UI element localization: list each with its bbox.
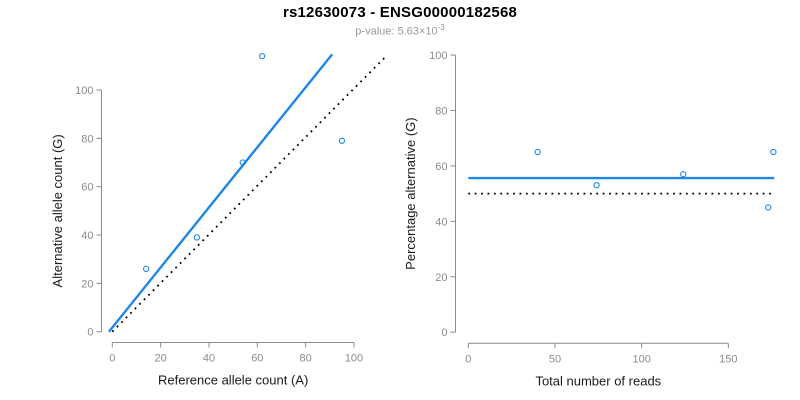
x-tick-label: 60 bbox=[251, 353, 263, 365]
y-tick-label: 40 bbox=[81, 230, 93, 242]
fit-line bbox=[107, 53, 334, 333]
y-tick-label: 20 bbox=[435, 272, 447, 284]
x-tick-label: 40 bbox=[203, 353, 215, 365]
y-tick-label: 80 bbox=[435, 105, 447, 117]
y-tick-label: 80 bbox=[81, 133, 93, 145]
y-axis-title: Alternative allele count (G) bbox=[50, 134, 65, 287]
p-value-text: p-value: 5.63×10 bbox=[355, 25, 438, 38]
data-point bbox=[534, 148, 541, 156]
x-tick-label: 0 bbox=[109, 353, 115, 365]
y-tick-label: 0 bbox=[441, 327, 447, 339]
y-tick-label: 40 bbox=[435, 216, 447, 228]
data-point bbox=[770, 148, 777, 156]
x-axis-title: Total number of reads bbox=[535, 373, 661, 388]
x-tick-label: 20 bbox=[155, 353, 167, 365]
data-point bbox=[239, 159, 246, 166]
y-tick-label: 60 bbox=[81, 182, 93, 194]
x-tick-label: 50 bbox=[549, 353, 561, 365]
y-tick-label: 20 bbox=[81, 278, 93, 290]
p-value-exponent: -3 bbox=[437, 23, 445, 32]
data-point bbox=[680, 171, 687, 178]
data-point bbox=[593, 182, 600, 189]
y-axis-title: Percentage alternative (G) bbox=[403, 117, 418, 269]
x-axis-title: Reference allele count (A) bbox=[158, 373, 308, 388]
x-tick-label: 100 bbox=[632, 353, 650, 365]
figure-title: rs12630073 - ENSG00000182568 bbox=[282, 4, 518, 21]
data-point bbox=[142, 265, 150, 273]
x-tick-label: 80 bbox=[300, 353, 312, 365]
x-tick-label: 150 bbox=[719, 353, 737, 365]
data-point bbox=[765, 204, 772, 211]
figure-subtitle: p-value: 5.63×10-3 bbox=[0, 23, 800, 38]
y-tick-label: 100 bbox=[429, 50, 447, 62]
y-tick-label: 100 bbox=[75, 85, 93, 97]
data-point bbox=[259, 53, 266, 60]
identity-line bbox=[111, 55, 387, 333]
data-point bbox=[338, 137, 346, 144]
y-tick-label: 60 bbox=[435, 161, 447, 173]
x-tick-label: 0 bbox=[465, 353, 471, 365]
y-tick-label: 0 bbox=[87, 327, 93, 339]
data-point bbox=[193, 234, 201, 241]
x-tick-label: 100 bbox=[345, 353, 363, 365]
